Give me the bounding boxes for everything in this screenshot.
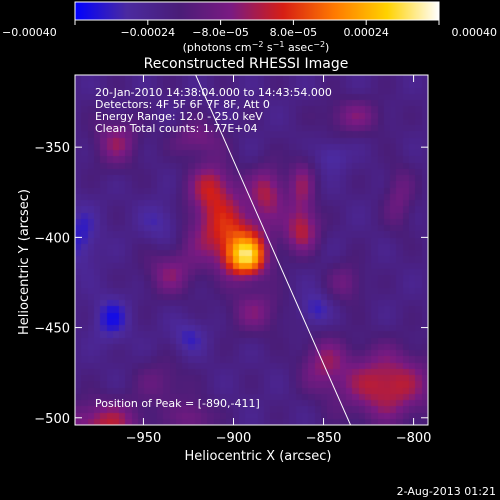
y-tick-label: −500 [34, 412, 70, 427]
heatmap-image [75, 75, 428, 425]
colorbar-tick-label: 8.0e−05 [270, 26, 317, 39]
y-axis-ticks: −350 −400 −450 −500 [34, 141, 428, 427]
x-tick-label: −850 [306, 431, 342, 446]
colorbar-ticks: −0.00040 −0.00024 −8.0e−05 8.0e−05 0.00024 0.… [2, 20, 497, 39]
x-tick-label: −900 [216, 431, 252, 446]
x-axis-ticks: −950 −900 −850 −800 [126, 75, 432, 446]
colorbar-tick-label: 0.00024 [343, 26, 389, 39]
info-line-energy: Energy Range: 12.0 - 25.0 keV [95, 110, 263, 123]
colorbar-tick-label: −0.00040 [2, 26, 57, 39]
x-tick-label: −800 [396, 431, 432, 446]
colorbar-tick-label: −0.00024 [120, 26, 175, 39]
plot-frame [74, 74, 429, 426]
info-line-time: 20-Jan-2010 14:38:04.000 to 14:43:54.000 [95, 86, 332, 99]
y-tick-label: −450 [34, 322, 70, 337]
peak-position-label: Position of Peak = [-890,-411] [95, 397, 260, 410]
colorbar-unit: (photons cm−2 s−1 asec−2) [183, 40, 330, 54]
colorbar: −0.00040 −0.00024 −8.0e−05 8.0e−05 0.00024 0.… [2, 1, 497, 54]
y-axis-label: Heliocentric Y (arcsec) [17, 189, 32, 335]
colorbar-strip [74, 1, 440, 21]
info-block: 20-Jan-2010 14:38:04.000 to 14:43:54.000… [95, 86, 332, 135]
x-tick-label: −950 [126, 431, 162, 446]
colorbar-tick-label: −8.0e−05 [192, 26, 249, 39]
y-tick-label: −350 [34, 141, 70, 156]
x-axis-label: Heliocentric X (arcsec) [185, 449, 332, 464]
colorbar-tick-label: 0.00040 [452, 26, 498, 39]
chart-title: Reconstructed RHESSI Image [144, 56, 349, 72]
info-line-clean: Clean Total counts: 1.77E+04 [95, 122, 258, 135]
footer-date: 2-Aug-2013 01:21 [397, 485, 496, 498]
y-tick-label: −400 [34, 231, 70, 246]
info-line-detectors: Detectors: 4F 5F 6F 7F 8F, Att 0 [95, 98, 270, 111]
solar-limb-line [195, 75, 352, 425]
